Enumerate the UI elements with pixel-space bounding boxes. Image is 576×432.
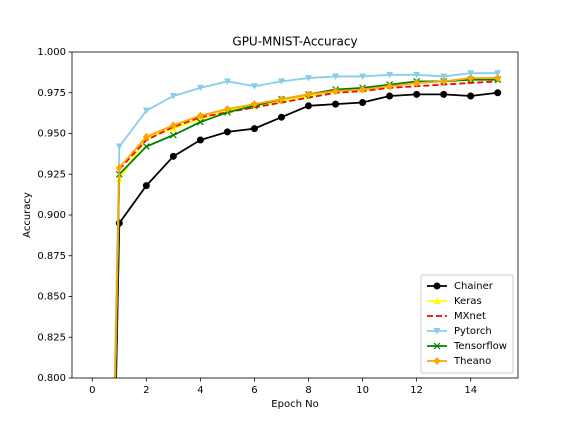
y-tick-label: 0.925 xyxy=(37,169,66,180)
point xyxy=(386,92,394,100)
point xyxy=(223,105,231,114)
point xyxy=(440,77,448,86)
point xyxy=(305,102,313,110)
point xyxy=(413,78,421,87)
point xyxy=(196,118,204,126)
x-tick-label: 6 xyxy=(251,385,257,396)
y-tick-label: 0.875 xyxy=(37,251,66,262)
point xyxy=(494,74,502,83)
axes-frame xyxy=(71,51,519,379)
point xyxy=(305,90,313,99)
point xyxy=(250,83,258,90)
point xyxy=(250,100,258,109)
y-tick-label: 0.850 xyxy=(37,292,66,303)
legend-label: MXnet xyxy=(454,311,486,322)
legend-marker xyxy=(433,282,441,290)
x-tick-label: 0 xyxy=(89,385,95,396)
point xyxy=(359,85,367,94)
y-tick-label: 0.825 xyxy=(37,332,66,343)
point xyxy=(142,132,150,141)
point xyxy=(332,73,340,80)
legend-marker xyxy=(433,297,441,304)
legend-marker xyxy=(433,328,441,335)
point xyxy=(305,75,313,82)
legend-label: Pytorch xyxy=(454,326,492,337)
legend-label: Keras xyxy=(454,296,482,307)
x-axis-label: Epoch No xyxy=(271,399,318,410)
x-tick-label: 2 xyxy=(143,385,149,396)
series-line xyxy=(114,80,498,378)
x-tick-label: 14 xyxy=(464,385,477,396)
point xyxy=(196,136,204,144)
point xyxy=(115,163,123,172)
point xyxy=(467,74,475,83)
point xyxy=(332,100,340,108)
point xyxy=(467,92,475,100)
point xyxy=(142,107,150,115)
point xyxy=(440,90,448,98)
point xyxy=(359,99,367,107)
legend-label: Tensorflow xyxy=(453,341,507,352)
point xyxy=(223,78,231,85)
point xyxy=(413,90,421,98)
point xyxy=(386,82,394,91)
point xyxy=(169,121,177,130)
legend-box xyxy=(420,274,514,374)
point xyxy=(440,73,448,80)
point xyxy=(115,143,123,151)
x-tick-label: 8 xyxy=(305,385,311,396)
legend-marker xyxy=(433,357,441,365)
point xyxy=(223,128,231,136)
point xyxy=(169,152,177,160)
point xyxy=(332,87,340,96)
point xyxy=(467,70,475,77)
point xyxy=(359,73,367,80)
x-tick-label: 10 xyxy=(356,385,369,396)
point xyxy=(413,71,421,79)
point xyxy=(250,125,258,133)
point xyxy=(142,143,150,150)
chart-title: GPU-MNIST-Accuracy xyxy=(232,35,357,49)
point xyxy=(494,89,502,97)
point xyxy=(169,131,177,139)
y-tick-label: 1.000 xyxy=(37,47,66,58)
point xyxy=(277,95,285,104)
y-tick-label: 0.800 xyxy=(37,373,66,384)
legend-label: Chainer xyxy=(454,281,494,292)
y-tick-label: 0.975 xyxy=(37,88,66,99)
y-tick-label: 0.950 xyxy=(37,129,66,140)
x-tick-label: 4 xyxy=(197,385,203,396)
series-line xyxy=(114,77,498,378)
point xyxy=(277,113,285,121)
x-tick-label: 12 xyxy=(410,385,423,396)
point xyxy=(386,71,394,79)
point xyxy=(277,78,285,85)
point xyxy=(142,182,150,190)
point xyxy=(169,93,177,100)
point xyxy=(196,84,204,92)
series-line xyxy=(115,91,498,378)
y-tick-label: 0.900 xyxy=(37,210,66,221)
point xyxy=(196,111,204,120)
series-line xyxy=(113,72,498,378)
y-axis-label: Accuracy xyxy=(22,192,33,238)
plot-area xyxy=(113,70,502,378)
point xyxy=(494,70,502,77)
legend-label: Theano xyxy=(453,356,491,367)
legend-marker xyxy=(433,342,441,350)
